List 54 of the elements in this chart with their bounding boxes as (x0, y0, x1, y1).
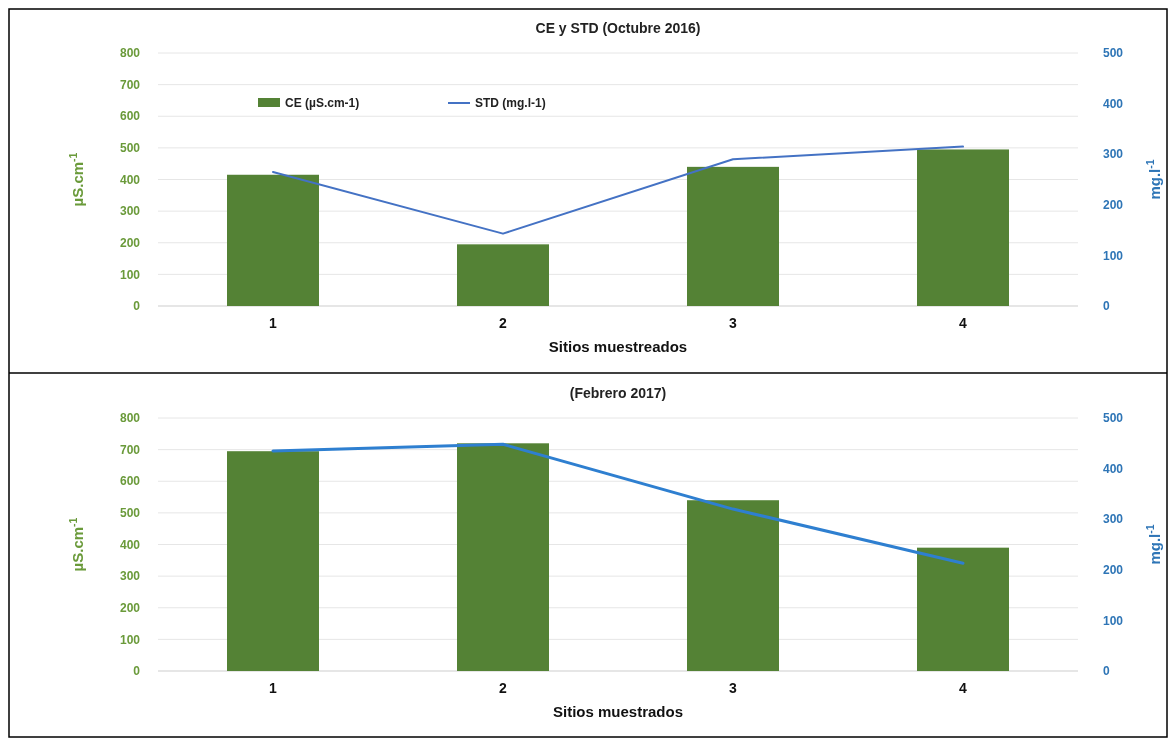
line-series (271, 442, 965, 565)
bar (457, 244, 549, 306)
y2-tick-label: 300 (1103, 147, 1124, 162)
legend-label: CE (µS.cm-1) (285, 96, 360, 111)
y-tick-label: 700 (119, 442, 141, 457)
x-tick-label: 3 (729, 680, 738, 696)
y-tick-label: 600 (119, 474, 141, 489)
y-tick-label: 100 (119, 267, 141, 282)
x-tick-label: 1 (269, 680, 278, 696)
x-tick-label: 4 (959, 680, 968, 696)
y-tick-label: 300 (119, 569, 141, 584)
x-tick-label: 2 (499, 315, 508, 331)
y-tick-label: 500 (119, 506, 141, 521)
chart-title: CE y STD (Octubre 2016) (535, 20, 701, 36)
y2-tick-label: 200 (1103, 198, 1124, 212)
bar (687, 166, 779, 306)
y-tick-label: 0 (133, 664, 141, 679)
y-tick-label: 300 (119, 204, 141, 219)
bar (227, 451, 319, 671)
y-tick-label: 100 (119, 632, 141, 647)
x-tick-label: 4 (959, 315, 968, 331)
y-tick-label: 400 (119, 172, 141, 187)
x-axis-title: Sitios muestreados (548, 338, 688, 355)
y2-tick-label: 400 (1103, 461, 1124, 476)
bar (457, 443, 549, 671)
line-series (272, 145, 964, 235)
y-tick-label: 500 (119, 141, 141, 156)
chart-title: (Febrero 2017) (569, 385, 667, 401)
y-tick-label: 600 (119, 109, 141, 124)
bar (687, 500, 779, 671)
y-tick-label: 800 (119, 46, 141, 61)
y-tick-label: 200 (119, 600, 141, 615)
bar (227, 174, 319, 306)
y-tick-label: 0 (133, 299, 141, 314)
x-tick-label: 2 (499, 680, 508, 696)
x-tick-label: 1 (269, 315, 278, 331)
y-tick-label: 800 (119, 411, 141, 426)
y-tick-label: 400 (119, 537, 141, 552)
y2-tick-label: 0 (1103, 664, 1110, 679)
y2-tick-label: 100 (1103, 613, 1124, 628)
y-tick-label: 700 (119, 77, 141, 92)
y2-tick-label: 500 (1103, 411, 1124, 426)
x-tick-label: 3 (729, 315, 738, 331)
y2-tick-label: 400 (1103, 96, 1124, 111)
y-tick-label: 200 (119, 235, 141, 250)
y2-tick-label: 200 (1103, 563, 1124, 577)
x-axis-title: Sitios muestrados (552, 703, 684, 720)
y2-tick-label: 300 (1103, 512, 1124, 527)
y2-tick-label: 0 (1103, 299, 1110, 314)
bar (917, 547, 1009, 671)
y2-tick-label: 100 (1103, 248, 1124, 263)
y2-tick-label: 500 (1103, 46, 1124, 61)
legend-label: STD (mg.l-1) (475, 96, 546, 111)
bar (917, 149, 1009, 306)
